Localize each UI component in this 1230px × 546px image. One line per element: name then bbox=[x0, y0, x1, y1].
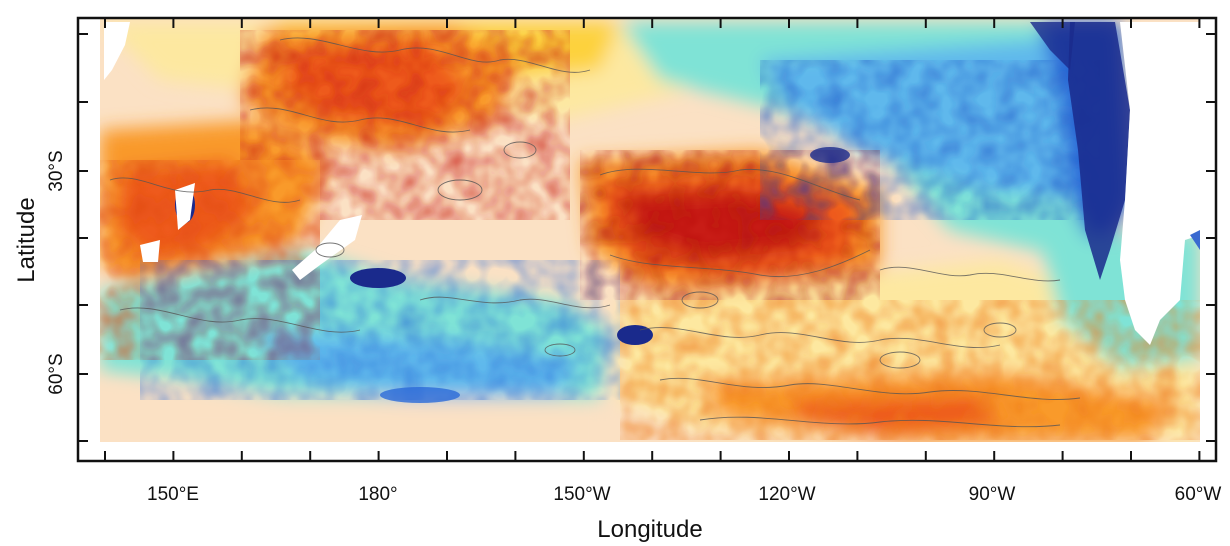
x-tick-120W: 120°W bbox=[758, 484, 815, 505]
y-axis-title: Latitude bbox=[13, 197, 40, 282]
x-tick-90W: 90°W bbox=[969, 484, 1016, 505]
anomaly-field bbox=[78, 18, 1216, 461]
land-new-zealand bbox=[292, 215, 362, 280]
x-axis-title: Longitude bbox=[597, 516, 702, 543]
x-tick-60W: 60°W bbox=[1175, 484, 1222, 505]
land-south-america bbox=[1120, 22, 1216, 345]
x-tick-180: 180° bbox=[358, 484, 397, 505]
land-australia-north bbox=[104, 22, 130, 80]
title-strip bbox=[78, 0, 1216, 14]
y-tick-30S: 30°S bbox=[46, 150, 67, 191]
y-tick-60S: 60°S bbox=[46, 353, 67, 394]
plot-border bbox=[76, 16, 1218, 463]
x-tick-150W: 150°W bbox=[553, 484, 610, 505]
x-tick-150E: 150°E bbox=[147, 484, 199, 505]
land-tasmania bbox=[175, 183, 195, 230]
